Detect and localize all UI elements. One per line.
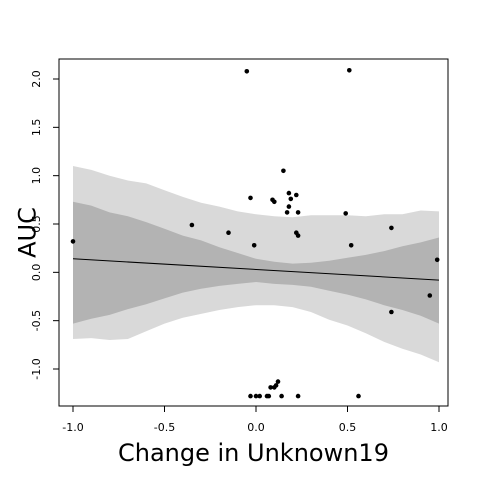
- x-tick-label: -0.5: [154, 421, 175, 434]
- data-point: [356, 393, 361, 399]
- data-point: [253, 393, 259, 399]
- data-point: [427, 293, 433, 298]
- y-tick-label: -0.5: [30, 310, 43, 331]
- data-point: [347, 68, 352, 73]
- confidence-bands: [73, 166, 439, 363]
- x-tick-label: 1.0: [430, 421, 448, 434]
- y-tick-label: 0.5: [30, 215, 43, 233]
- data-point: [281, 168, 286, 174]
- y-axis: -1.0 -0.5 0.0 0.5 1.0 1.5 2.0: [30, 70, 59, 380]
- y-tick-label: 0.0: [30, 264, 43, 282]
- x-axis-title: Change in Unknown19: [118, 439, 389, 467]
- data-point: [434, 257, 440, 263]
- data-point: [273, 383, 279, 388]
- data-points: [70, 68, 440, 399]
- data-point: [286, 204, 292, 209]
- data-point: [248, 393, 253, 399]
- data-point: [288, 196, 294, 202]
- y-tick-label: 1.0: [30, 167, 43, 185]
- data-point: [294, 192, 299, 198]
- x-axis: -1.0 -0.5 0.0 0.5 1.0: [62, 406, 448, 434]
- data-point: [389, 225, 394, 231]
- y-tick-label: 1.5: [30, 119, 43, 137]
- data-point: [268, 385, 273, 390]
- y-axis-title: AUC: [13, 207, 41, 258]
- fit-line: [72, 258, 440, 281]
- fit-line-layer: [72, 258, 440, 281]
- y-tick-label: -1.0: [30, 358, 43, 379]
- plot-frame: [58, 58, 449, 407]
- x-tick-label: 0.0: [247, 421, 265, 434]
- x-tick-label: -1.0: [62, 421, 83, 434]
- inner-confidence-band: [73, 201, 439, 324]
- data-point: [295, 393, 301, 399]
- data-point: [251, 243, 257, 248]
- data-point: [294, 230, 299, 235]
- x-tick-label: 0.5: [339, 421, 357, 434]
- data-point: [279, 393, 284, 399]
- data-point: [189, 222, 195, 228]
- y-tick-label: 2.0: [30, 70, 43, 88]
- data-point: [389, 309, 394, 315]
- data-point: [348, 243, 354, 248]
- data-point: [295, 210, 301, 215]
- data-point: [257, 393, 263, 399]
- data-point: [275, 379, 281, 384]
- data-point: [244, 69, 250, 74]
- data-point: [343, 211, 349, 216]
- data-point: [266, 393, 272, 399]
- data-point: [248, 195, 253, 201]
- data-point: [70, 239, 76, 244]
- data-point: [226, 230, 231, 235]
- data-point: [284, 210, 290, 215]
- data-point: [272, 199, 277, 205]
- data-point: [286, 190, 292, 196]
